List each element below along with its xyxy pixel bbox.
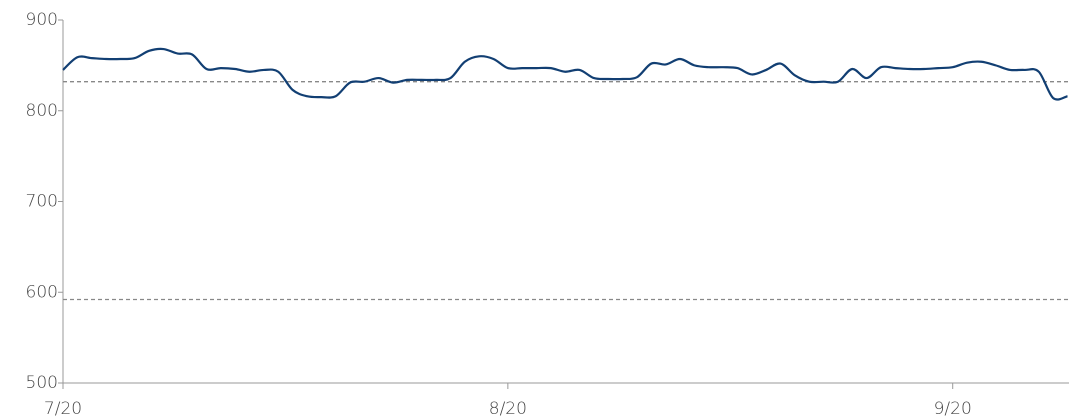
x-tick-label: 7/20 — [44, 399, 82, 419]
y-tick-label: 900 — [26, 10, 58, 30]
y-tick-label: 600 — [26, 282, 58, 302]
x-tick-label: 8/20 — [489, 399, 527, 419]
data-line — [62, 47, 1068, 101]
y-tick-label: 500 — [26, 373, 58, 393]
y-tick-label: 700 — [26, 192, 58, 212]
x-tick-label: 9/20 — [934, 399, 972, 419]
y-tick-label: 800 — [26, 101, 58, 121]
